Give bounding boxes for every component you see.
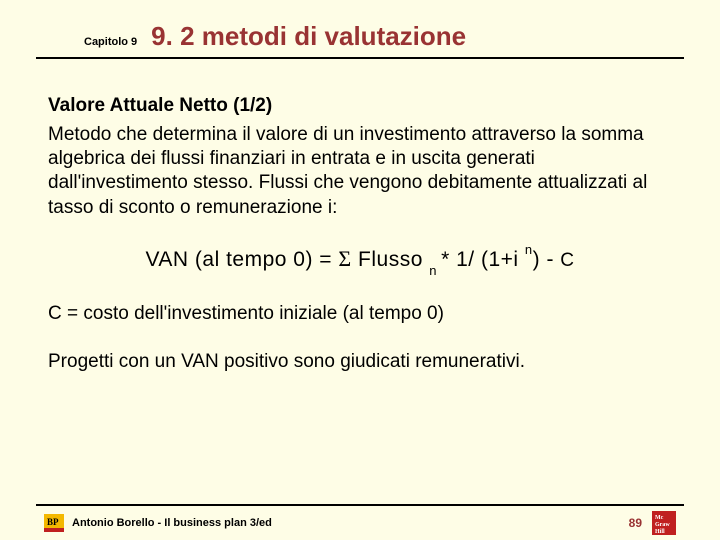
footer-right: 89 Mc Graw Hill — [629, 511, 676, 535]
mcgraw-hill-logo-icon: Mc Graw Hill — [652, 511, 676, 535]
formula-lhs: VAN (al tempo 0) = — [145, 248, 338, 271]
superscript-n: n — [525, 242, 533, 257]
footer-left: BP Antonio Borello - Il business plan 3/… — [44, 514, 272, 532]
formula-mid: * 1/ (1+i — [441, 248, 525, 271]
slide-content: Valore Attuale Netto (1/2) Metodo che de… — [0, 59, 720, 375]
paragraph-2: C = costo dell'investimento iniziale (al… — [48, 302, 672, 326]
subtitle: Valore Attuale Netto (1/2) — [48, 95, 672, 117]
svg-text:Graw: Graw — [655, 522, 670, 528]
svg-text:BP: BP — [47, 517, 59, 527]
svg-text:Hill: Hill — [655, 529, 665, 535]
paragraph-1: Metodo che determina il valore di un inv… — [48, 123, 672, 220]
slide-container: Capitolo 9 9. 2 metodi di valutazione Va… — [0, 0, 720, 540]
sigma-symbol: Σ — [338, 246, 351, 271]
paragraph-3: Progetti con un VAN positivo sono giudic… — [48, 350, 672, 374]
formula-flusso: Flusso — [352, 248, 430, 271]
svg-text:Mc: Mc — [655, 515, 664, 521]
footer-author: Antonio Borello - Il business plan 3/ed — [72, 517, 272, 529]
slide-footer: BP Antonio Borello - Il business plan 3/… — [36, 504, 684, 540]
slide-header: Capitolo 9 9. 2 metodi di valutazione — [36, 0, 684, 59]
page-number: 89 — [629, 516, 642, 530]
formula: VAN (al tempo 0) = Σ Flusso n * 1/ (1+i … — [48, 246, 672, 274]
subscript-n: n — [429, 263, 441, 278]
chapter-label: Capitolo 9 — [84, 36, 137, 48]
slide-title: 9. 2 metodi di valutazione — [151, 22, 466, 51]
bp-logo-icon: BP — [44, 514, 64, 532]
formula-c: C — [560, 250, 574, 271]
formula-tail: ) - — [533, 248, 561, 271]
